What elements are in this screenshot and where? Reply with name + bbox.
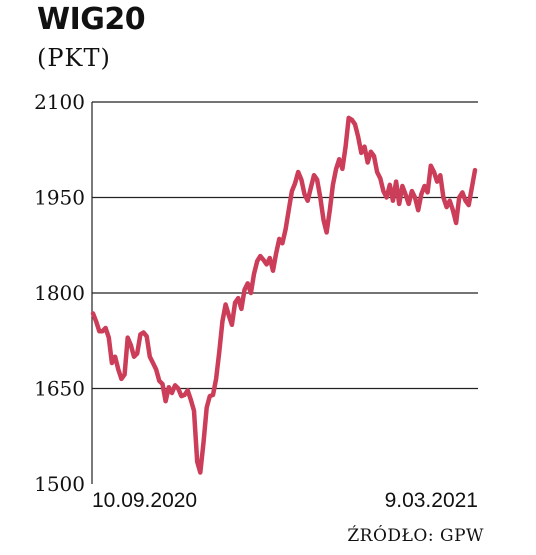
x-tick-end: 9.03.2021 [385, 489, 478, 512]
y-tick-label: 1650 [34, 377, 85, 401]
y-tick-label: 1950 [34, 186, 85, 210]
y-tick-labels: 1500 1650 1800 1950 2100 [34, 90, 85, 496]
y-tick-label: 2100 [34, 90, 85, 114]
y-tick-label: 1500 [34, 472, 85, 496]
wig20-series-line [90, 115, 478, 475]
x-tick-start: 10.09.2020 [92, 489, 197, 512]
chart-title: WIG20 [37, 2, 146, 37]
unit-label: (PKT) [37, 44, 111, 72]
source-note: ŹRÓDŁO: GPW [347, 526, 484, 546]
y-tick-label: 1800 [34, 281, 85, 305]
